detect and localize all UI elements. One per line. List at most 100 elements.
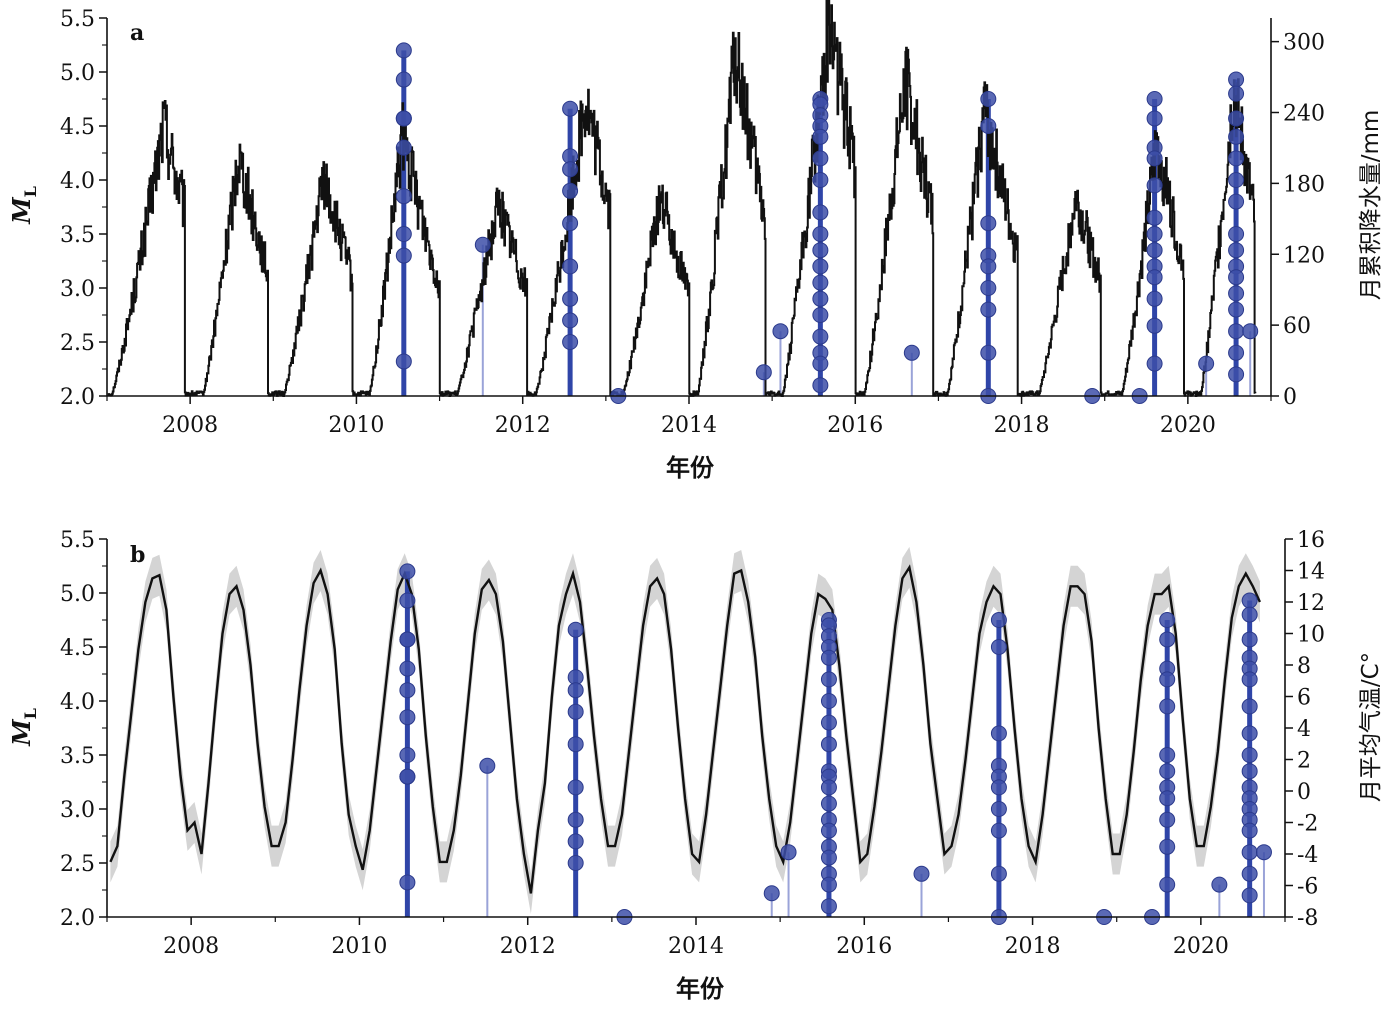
event-marker [395,110,412,127]
panel-a-y2-axis-label: 月累积降水量/mm [1358,110,1384,301]
y2-tick-label: 0 [1297,780,1311,805]
event-marker [1241,606,1258,623]
x-tick-label: 2014 [668,934,724,959]
panel-a-letter: a [130,20,144,46]
x-tick-label: 2018 [1005,934,1061,959]
event-marker [567,811,584,828]
panel-a-x-axis-label: 年份 [666,454,715,482]
y-tick-label: 3.5 [60,744,95,769]
event-marker [820,714,837,731]
event-marker [1228,366,1245,383]
event-marker [399,682,416,699]
event-marker [812,377,829,394]
y2-tick-label: 2 [1297,749,1311,774]
y-tick-label: 5.5 [60,7,95,32]
event-marker [1146,355,1163,372]
event-marker [1146,317,1163,334]
svg-text:月平均气温/C°: 月平均气温/C° [1358,652,1384,802]
event-marker [1159,698,1176,715]
panel-b-temperature-line [109,564,1261,894]
svg-text:月累积降水量/mm: 月累积降水量/mm [1358,110,1384,301]
event-marker [812,150,829,167]
svg-text:ML: ML [7,708,40,747]
event-marker [820,849,837,866]
event-marker [399,660,416,677]
event-marker [980,344,997,361]
event-marker [395,71,412,88]
panel-a-axes: 2008 2010 2012 2014 2016 2018 2020 2.0 2.5 3.0 3.5… [60,7,1325,438]
y-tick-label: 2.0 [60,385,95,410]
event-marker [562,258,579,275]
event-marker [562,215,579,232]
event-marker [1146,150,1163,167]
event-marker [812,204,829,221]
event-marker [1228,110,1245,127]
event-marker [1228,85,1245,102]
y-tick-label: 3.0 [60,798,95,823]
panel-b-letter: b [130,542,145,568]
y2-tick-label: -8 [1297,906,1318,931]
event-marker [479,757,496,774]
event-marker [812,258,829,275]
event-marker [812,355,829,372]
event-marker [1242,323,1259,340]
x-tick-label: 2010 [331,934,387,959]
event-marker [562,290,579,307]
event-marker [1241,844,1258,861]
event-marker [1241,671,1258,688]
event-marker [1159,631,1176,648]
event-marker [980,118,997,134]
event-marker [1228,172,1245,188]
x-tick-label: 2012 [500,934,556,959]
y2-tick-label: 240 [1283,102,1325,127]
event-marker [1241,822,1258,839]
event-marker [820,779,837,796]
panel-a-event-markers [395,42,1259,404]
event-marker [395,188,412,205]
panel-a-precipitation-line [107,0,1257,397]
event-marker [820,649,837,666]
event-marker [1228,242,1245,259]
event-marker [812,242,829,259]
event-marker [1228,323,1245,340]
x-tick-label: 2020 [1173,934,1229,959]
event-marker [1146,269,1163,286]
event-marker [820,693,837,709]
y-tick-label: 5.0 [60,582,95,607]
event-marker [1146,242,1163,259]
panel-a-y-axis-label: ML [7,186,40,225]
event-marker [812,274,829,291]
event-marker [990,612,1007,628]
event-marker [980,280,997,296]
event-marker [1159,612,1176,628]
event-marker [399,747,416,763]
event-marker [1159,763,1176,780]
event-marker [399,563,416,580]
y-tick-label: 2.5 [60,852,95,877]
event-marker [1228,128,1245,145]
x-tick-label: 2012 [495,413,551,438]
y2-tick-label: 180 [1283,172,1325,197]
event-marker [1198,355,1215,372]
event-marker [395,226,412,242]
y-tick-label: 4.0 [60,169,95,194]
event-marker [562,100,579,117]
event-marker [1159,790,1176,807]
event-marker [562,334,579,350]
event-marker [820,876,837,893]
panel-a-chart: 2008 2010 2012 2014 2016 2018 2020 2.0 2.5 3.0 3.5… [7,0,1384,482]
precipitation-series-line [107,0,1257,397]
event-marker [755,364,772,381]
event-marker [812,290,829,307]
panel-b-axes: 2008 2010 2012 2014 2016 2018 20202.02.53.03.5… [60,528,1325,959]
event-marker [1146,177,1163,194]
event-marker [812,307,829,323]
event-marker [562,161,579,178]
event-marker [990,639,1007,655]
panel-b-y-axis-label: ML [7,708,40,747]
event-marker [990,725,1007,742]
y-tick-label: 3.0 [60,277,95,302]
event-marker [1241,887,1258,904]
event-marker [395,139,412,156]
